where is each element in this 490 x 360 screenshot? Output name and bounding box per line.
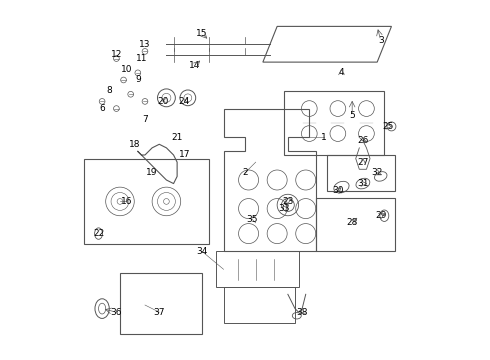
Text: 8: 8 (106, 86, 112, 95)
Bar (120, 273, 202, 334)
Text: 7: 7 (142, 115, 148, 124)
Text: 34: 34 (196, 247, 208, 256)
Text: 26: 26 (357, 136, 368, 145)
Text: 36: 36 (111, 308, 122, 317)
Text: 24: 24 (179, 97, 190, 106)
Text: 18: 18 (128, 140, 140, 149)
Text: 29: 29 (375, 211, 387, 220)
Text: 25: 25 (382, 122, 393, 131)
Text: 2: 2 (242, 168, 248, 177)
Bar (327, 155, 395, 191)
Text: 15: 15 (196, 29, 208, 38)
Text: 30: 30 (332, 186, 343, 195)
Text: 28: 28 (346, 219, 358, 228)
Text: 23: 23 (282, 197, 294, 206)
Text: 32: 32 (371, 168, 383, 177)
Text: 12: 12 (111, 50, 122, 59)
Text: 16: 16 (122, 197, 133, 206)
Text: 31: 31 (357, 179, 368, 188)
Bar (284, 91, 384, 155)
Text: 22: 22 (93, 229, 104, 238)
Text: 17: 17 (178, 150, 190, 159)
Text: 11: 11 (136, 54, 147, 63)
Bar (317, 198, 395, 251)
Text: 37: 37 (153, 308, 165, 317)
Text: 27: 27 (357, 158, 368, 167)
Text: 14: 14 (189, 61, 201, 70)
Text: 20: 20 (157, 97, 169, 106)
Text: 5: 5 (349, 111, 355, 120)
Text: 19: 19 (147, 168, 158, 177)
Text: 9: 9 (135, 76, 141, 85)
Text: 33: 33 (278, 204, 290, 213)
Text: 21: 21 (172, 132, 183, 141)
Text: 3: 3 (378, 36, 384, 45)
Text: 1: 1 (321, 132, 326, 141)
Text: 38: 38 (296, 308, 308, 317)
Bar (84, 158, 209, 244)
Text: 10: 10 (122, 65, 133, 74)
Text: 6: 6 (99, 104, 105, 113)
Text: 35: 35 (246, 215, 258, 224)
Text: 13: 13 (139, 40, 151, 49)
Text: 4: 4 (339, 68, 344, 77)
